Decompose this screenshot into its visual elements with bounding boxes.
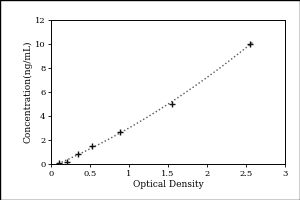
X-axis label: Optical Density: Optical Density (133, 180, 203, 189)
Y-axis label: Concentration(ng/mL): Concentration(ng/mL) (23, 41, 32, 143)
